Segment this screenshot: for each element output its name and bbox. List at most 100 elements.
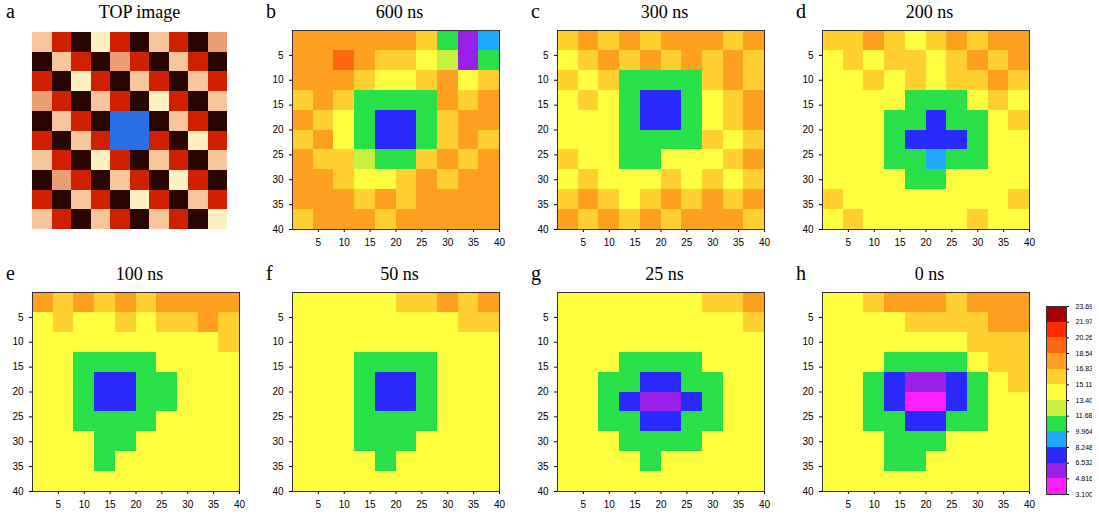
- svg-text:25: 25: [681, 237, 693, 248]
- svg-text:10: 10: [537, 336, 549, 347]
- svg-text:35: 35: [733, 499, 745, 510]
- svg-text:40: 40: [1024, 499, 1036, 510]
- svg-text:20: 20: [655, 237, 667, 248]
- svg-text:15: 15: [802, 361, 814, 372]
- svg-text:25: 25: [272, 411, 284, 422]
- svg-text:30: 30: [442, 237, 454, 248]
- svg-text:5: 5: [316, 237, 322, 248]
- svg-text:30: 30: [707, 499, 719, 510]
- svg-text:10: 10: [802, 74, 814, 85]
- svg-text:5: 5: [56, 499, 62, 510]
- svg-text:30: 30: [537, 174, 549, 185]
- svg-text:10: 10: [79, 499, 91, 510]
- svg-text:35: 35: [733, 237, 745, 248]
- svg-text:8.248: 8.248: [1076, 444, 1093, 451]
- svg-text:20: 20: [272, 124, 284, 135]
- svg-text:40: 40: [537, 224, 549, 235]
- svg-text:16.83: 16.83: [1076, 365, 1093, 372]
- svg-text:25: 25: [802, 411, 814, 422]
- svg-text:35: 35: [12, 461, 24, 472]
- svg-text:20: 20: [537, 386, 549, 397]
- svg-text:10: 10: [537, 74, 549, 85]
- svg-text:15: 15: [537, 99, 549, 110]
- svg-text:15: 15: [105, 499, 117, 510]
- svg-text:30: 30: [972, 499, 984, 510]
- svg-text:25: 25: [12, 411, 24, 422]
- svg-text:20: 20: [12, 386, 24, 397]
- svg-text:40: 40: [802, 486, 814, 497]
- svg-text:25: 25: [156, 499, 168, 510]
- svg-text:23.69: 23.69: [1076, 303, 1093, 310]
- svg-text:15: 15: [802, 99, 814, 110]
- svg-text:5: 5: [316, 499, 322, 510]
- svg-text:35: 35: [272, 199, 284, 210]
- svg-text:15: 15: [895, 499, 907, 510]
- svg-text:20: 20: [390, 237, 402, 248]
- svg-text:25: 25: [946, 499, 958, 510]
- svg-text:40: 40: [234, 499, 246, 510]
- svg-text:10: 10: [272, 336, 284, 347]
- svg-text:30: 30: [972, 237, 984, 248]
- svg-text:20: 20: [537, 124, 549, 135]
- svg-text:11.68: 11.68: [1076, 412, 1093, 419]
- svg-text:20: 20: [272, 386, 284, 397]
- svg-text:25: 25: [537, 149, 549, 160]
- svg-text:5: 5: [278, 50, 284, 61]
- svg-text:30: 30: [442, 499, 454, 510]
- svg-text:30: 30: [272, 436, 284, 447]
- svg-text:40: 40: [802, 224, 814, 235]
- svg-text:20: 20: [802, 124, 814, 135]
- svg-text:15: 15: [272, 361, 284, 372]
- svg-text:40: 40: [759, 499, 771, 510]
- svg-text:5: 5: [808, 50, 814, 61]
- svg-text:35: 35: [468, 237, 480, 248]
- svg-text:25: 25: [416, 237, 428, 248]
- svg-text:5: 5: [18, 312, 24, 323]
- svg-text:15: 15: [537, 361, 549, 372]
- svg-text:30: 30: [802, 174, 814, 185]
- svg-text:5: 5: [846, 237, 852, 248]
- svg-text:35: 35: [998, 237, 1010, 248]
- svg-text:5: 5: [581, 499, 587, 510]
- svg-text:20.26: 20.26: [1076, 334, 1093, 341]
- svg-text:35: 35: [802, 199, 814, 210]
- svg-text:35: 35: [272, 461, 284, 472]
- svg-text:15: 15: [272, 99, 284, 110]
- svg-text:15: 15: [630, 237, 642, 248]
- svg-text:5: 5: [543, 50, 549, 61]
- svg-text:40: 40: [272, 486, 284, 497]
- svg-text:5: 5: [581, 237, 587, 248]
- svg-text:15: 15: [365, 499, 377, 510]
- svg-text:30: 30: [272, 174, 284, 185]
- svg-text:5: 5: [846, 499, 852, 510]
- svg-text:30: 30: [537, 436, 549, 447]
- svg-text:35: 35: [468, 499, 480, 510]
- svg-text:25: 25: [802, 149, 814, 160]
- svg-text:10: 10: [869, 499, 881, 510]
- svg-text:20: 20: [920, 237, 932, 248]
- svg-text:10: 10: [604, 237, 616, 248]
- svg-text:35: 35: [208, 499, 220, 510]
- svg-text:35: 35: [998, 499, 1010, 510]
- svg-text:40: 40: [1024, 237, 1036, 248]
- svg-text:40: 40: [12, 486, 24, 497]
- svg-text:25: 25: [537, 411, 549, 422]
- svg-text:10: 10: [272, 74, 284, 85]
- svg-text:35: 35: [537, 199, 549, 210]
- svg-text:30: 30: [707, 237, 719, 248]
- svg-text:40: 40: [494, 499, 506, 510]
- svg-text:15: 15: [630, 499, 642, 510]
- svg-text:25: 25: [946, 237, 958, 248]
- svg-text:5: 5: [543, 312, 549, 323]
- svg-text:35: 35: [537, 461, 549, 472]
- svg-text:20: 20: [390, 499, 402, 510]
- svg-text:25: 25: [416, 499, 428, 510]
- svg-text:20: 20: [130, 499, 142, 510]
- svg-text:35: 35: [802, 461, 814, 472]
- svg-text:40: 40: [759, 237, 771, 248]
- svg-text:3.100: 3.100: [1076, 491, 1093, 498]
- svg-text:30: 30: [802, 436, 814, 447]
- svg-text:18.54: 18.54: [1076, 350, 1093, 357]
- svg-text:5: 5: [808, 312, 814, 323]
- svg-text:10: 10: [604, 499, 616, 510]
